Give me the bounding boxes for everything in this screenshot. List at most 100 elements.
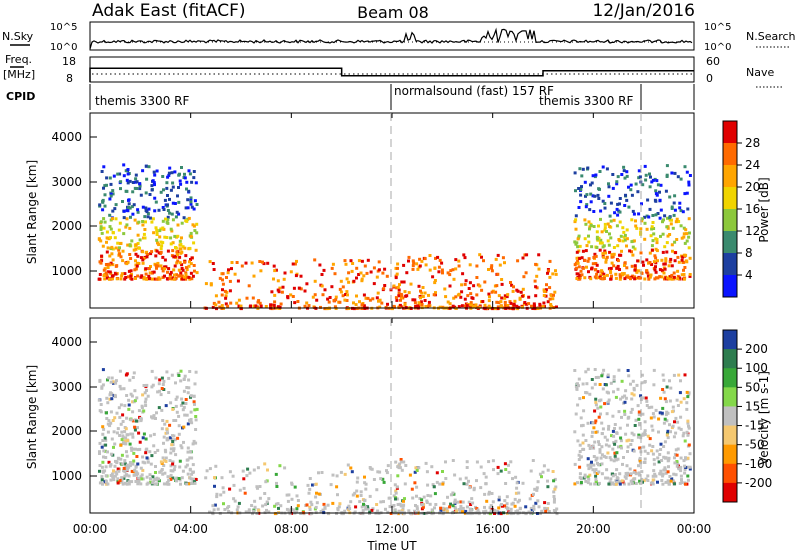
- scatter-point: [273, 300, 277, 304]
- scatter-point: [602, 368, 606, 372]
- scatter-point: [670, 243, 674, 247]
- scatter-point: [111, 258, 115, 262]
- scatter-point: [491, 307, 495, 311]
- scatter-point: [664, 480, 668, 484]
- scatter-point: [327, 300, 331, 304]
- scatter-point: [232, 483, 236, 487]
- scatter-point: [573, 220, 577, 224]
- scatter-point: [666, 276, 670, 280]
- scatter-point: [98, 409, 102, 413]
- scatter-point: [596, 276, 600, 280]
- scatter-point: [157, 243, 161, 247]
- scatter-point: [108, 197, 112, 201]
- scatter-point: [418, 257, 422, 261]
- scatter-point: [144, 451, 148, 455]
- scatter-point: [441, 482, 445, 486]
- scatter-point: [676, 404, 680, 407]
- scatter-point: [595, 246, 599, 249]
- scatter-point: [115, 411, 119, 415]
- scatter-point: [154, 254, 158, 258]
- scatter-point: [111, 217, 114, 221]
- scatter-point: [157, 382, 161, 386]
- scatter-point: [552, 495, 556, 498]
- scatter-point: [599, 412, 602, 416]
- scatter-point: [136, 210, 140, 214]
- scatter-point: [433, 506, 436, 510]
- scatter-point: [162, 464, 166, 467]
- scatter-point: [169, 227, 173, 231]
- scatter-point: [505, 295, 509, 299]
- scatter-point: [471, 501, 475, 505]
- scatter-point: [152, 479, 156, 483]
- scatter-point: [155, 231, 159, 235]
- scatter-point: [638, 456, 642, 460]
- scatter-point: [574, 385, 578, 388]
- scatter-point: [415, 505, 419, 509]
- scatter-point: [116, 241, 120, 245]
- scatter-point: [173, 438, 177, 442]
- scatter-point: [296, 300, 300, 303]
- scatter-point: [192, 224, 196, 228]
- scatter-point: [248, 305, 252, 309]
- scatter-point: [515, 481, 519, 485]
- scatter-point: [509, 507, 513, 511]
- scatter-point: [441, 470, 444, 473]
- scatter-point: [579, 416, 583, 420]
- scatter-point: [103, 204, 107, 208]
- scatter-point: [358, 500, 362, 504]
- velocity-colorbar-tick-label: 15: [745, 399, 760, 413]
- scatter-point: [153, 196, 157, 200]
- scatter-point: [149, 265, 152, 268]
- scatter-point: [552, 293, 555, 297]
- scatter-point: [666, 470, 670, 474]
- scatter-point: [132, 459, 136, 463]
- scatter-point: [545, 283, 548, 287]
- scatter-point: [418, 264, 422, 268]
- scatter-point: [195, 222, 199, 226]
- scatter-point: [109, 227, 113, 231]
- scatter-point: [171, 201, 175, 205]
- scatter-point: [634, 182, 638, 186]
- power-ytick-4000: 4000: [51, 130, 82, 144]
- scatter-point: [352, 279, 356, 283]
- scatter-point: [424, 461, 428, 465]
- scatter-point: [630, 431, 634, 435]
- scatter-point: [143, 391, 147, 395]
- scatter-point: [160, 387, 164, 390]
- scatter-point: [489, 266, 493, 270]
- scatter-point: [584, 205, 588, 209]
- scatter-point: [616, 213, 620, 217]
- scatter-point: [531, 459, 535, 462]
- scatter-point: [376, 291, 380, 295]
- scatter-point: [120, 453, 124, 457]
- scatter-point: [125, 454, 129, 458]
- scatter-point: [671, 249, 674, 253]
- scatter-point: [643, 457, 647, 461]
- scatter-point: [405, 294, 409, 298]
- scatter-point: [185, 219, 189, 223]
- scatter-point: [135, 419, 138, 423]
- scatter-point: [603, 249, 607, 253]
- scatter-point: [674, 448, 678, 452]
- scatter-point: [411, 298, 415, 302]
- sky-label: N.Sky: [2, 30, 34, 43]
- scatter-point: [465, 304, 469, 308]
- scatter-point: [458, 509, 462, 513]
- scatter-point: [151, 481, 155, 485]
- scatter-point: [116, 427, 120, 431]
- scatter-point: [395, 298, 399, 302]
- scatter-point: [109, 182, 113, 186]
- scatter-point: [535, 488, 539, 492]
- velocity-colorbar-tick-label: -200: [745, 476, 772, 490]
- scatter-point: [664, 456, 667, 460]
- scatter-point: [132, 451, 136, 455]
- scatter-point: [177, 477, 181, 480]
- scatter-point: [575, 256, 579, 260]
- scatter-point: [161, 456, 165, 460]
- scatter-point: [175, 395, 179, 399]
- scatter-point: [221, 288, 224, 292]
- scatter-point: [600, 453, 604, 457]
- scatter-point: [625, 275, 628, 279]
- scatter-point: [165, 277, 169, 281]
- scatter-point: [139, 417, 143, 420]
